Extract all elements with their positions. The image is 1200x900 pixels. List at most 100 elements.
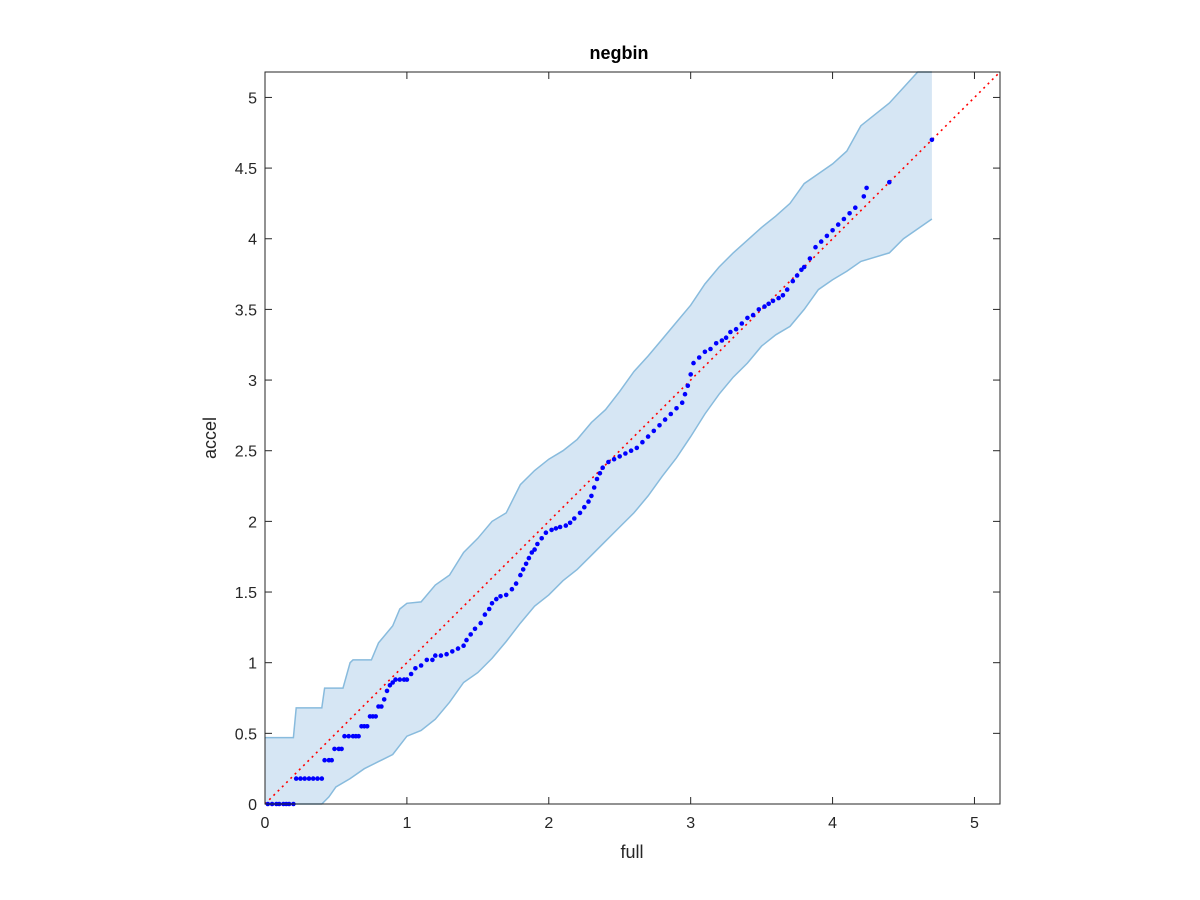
data-point: [864, 185, 869, 191]
data-point: [315, 776, 320, 781]
data-point: [600, 465, 605, 471]
data-point: [557, 524, 563, 530]
y-tick-label: 5: [248, 90, 257, 107]
y-axis-label: accel: [200, 417, 220, 459]
data-point: [526, 555, 532, 561]
data-point: [356, 733, 361, 739]
data-point: [532, 547, 537, 552]
data-point: [728, 329, 733, 335]
data-point: [342, 733, 347, 739]
data-point: [784, 287, 790, 292]
data-point: [549, 527, 554, 533]
data-point: [298, 776, 303, 781]
data-point: [513, 581, 519, 586]
data-point: [572, 516, 577, 521]
data-point: [381, 697, 387, 702]
data-point: [594, 476, 600, 482]
data-point: [929, 137, 935, 143]
y-tick-label: 4: [248, 232, 257, 249]
data-point: [657, 423, 662, 428]
data-point: [682, 391, 688, 397]
data-point: [494, 596, 499, 602]
data-point: [418, 663, 424, 668]
data-point: [577, 510, 583, 516]
data-point: [750, 312, 756, 318]
data-point: [719, 338, 725, 343]
data-point: [770, 298, 776, 304]
data-point: [478, 620, 484, 626]
data-point: [611, 456, 617, 462]
data-point: [319, 776, 325, 781]
data-point: [708, 346, 713, 352]
data-point: [651, 428, 657, 434]
data-point: [591, 485, 597, 490]
data-point: [861, 194, 867, 199]
y-tick-label: 1.5: [235, 585, 257, 602]
y-tick-label: 0: [248, 797, 257, 814]
data-point: [756, 307, 762, 312]
data-point: [310, 776, 316, 781]
data-point: [455, 646, 461, 651]
data-point: [332, 746, 337, 752]
data-point: [461, 643, 466, 648]
data-point: [482, 612, 488, 617]
x-tick-label: 5: [970, 815, 979, 832]
y-tick-label: 1: [248, 656, 257, 673]
data-point: [397, 677, 403, 682]
data-point: [887, 179, 892, 185]
data-point: [373, 714, 379, 719]
data-point: [302, 776, 308, 781]
data-point: [498, 594, 503, 599]
data-point: [535, 541, 540, 547]
data-point: [853, 205, 858, 210]
data-point: [464, 637, 469, 643]
data-point: [762, 304, 767, 309]
axes-frame: [264, 71, 1001, 805]
data-point: [520, 567, 526, 572]
data-point: [503, 592, 509, 598]
data-point: [623, 451, 628, 456]
data-point: [713, 341, 719, 346]
data-point: [668, 411, 674, 417]
data-point: [685, 383, 691, 389]
data-point: [691, 360, 696, 366]
x-tick-label: 0: [261, 815, 270, 832]
data-point: [539, 536, 544, 541]
x-tick-label: 2: [544, 815, 553, 832]
y-tick-label: 3.5: [235, 302, 257, 319]
data-point: [413, 666, 418, 671]
y-tick-label: 2: [248, 514, 257, 531]
confidence-band-layer: [265, 71, 933, 805]
data-point: [766, 301, 771, 307]
y-tick-label: 3: [248, 373, 257, 390]
data-point: [847, 211, 852, 216]
data-point: [640, 439, 645, 445]
data-point: [364, 724, 370, 729]
data-point: [807, 256, 813, 261]
data-point: [790, 278, 796, 284]
data-point: [780, 293, 786, 298]
data-point: [563, 523, 569, 528]
data-point: [674, 406, 679, 411]
data-point: [339, 746, 344, 752]
band-upper-edge: [265, 71, 932, 739]
chart-title: negbin: [590, 43, 649, 63]
data-point: [824, 233, 830, 239]
data-point: [486, 606, 492, 612]
data-point: [293, 776, 299, 781]
plot-frame: [264, 71, 1001, 805]
data-point: [472, 626, 478, 632]
x-tick-label: 1: [402, 815, 411, 832]
data-point: [408, 671, 414, 677]
data-point: [387, 683, 393, 688]
data-point: [799, 267, 804, 273]
data-point: [818, 239, 824, 244]
data-point: [384, 688, 390, 694]
data-point: [518, 572, 523, 578]
data-point: [645, 434, 651, 439]
data-point: [723, 335, 729, 341]
x-tick-label: 4: [828, 815, 837, 832]
confidence-band: [265, 72, 932, 804]
ticks-layer: 0 1 2 3 4 5 0 0.5 1 1.5 2 2.5 3 3.5 4 4.5 5: [235, 72, 1000, 832]
